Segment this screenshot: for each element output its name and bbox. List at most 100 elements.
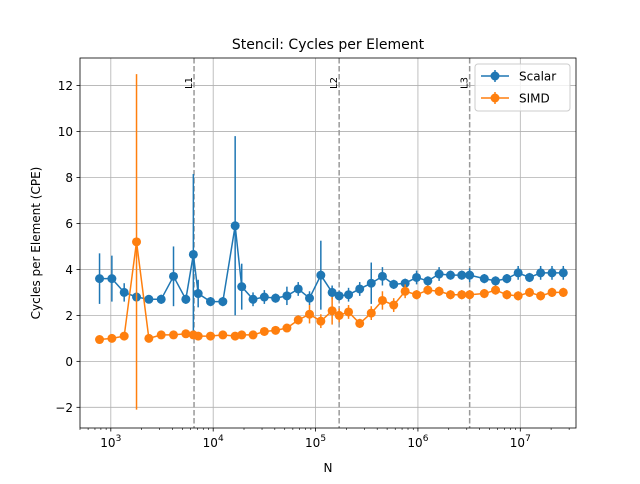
data-point (525, 272, 535, 282)
data-point (144, 294, 154, 304)
data-point (377, 271, 387, 281)
data-point (107, 274, 117, 284)
data-point (95, 274, 105, 284)
data-point (377, 295, 387, 305)
cache-line-label: L2 (329, 77, 340, 89)
data-point (400, 278, 410, 288)
y-tick-label: −2 (55, 401, 73, 415)
x-tick-exponent: 7 (525, 434, 531, 444)
data-point (327, 287, 337, 297)
y-tick-label: 0 (65, 355, 73, 369)
data-point (434, 286, 444, 296)
chart-title: Stencil: Cycles per Element (232, 37, 425, 53)
data-point (206, 297, 216, 307)
y-axis-label: Cycles per Element (CPE) (29, 167, 43, 320)
y-tick-label: 12 (58, 79, 73, 93)
data-point (181, 329, 191, 339)
data-point (282, 291, 292, 301)
data-point (536, 291, 546, 301)
y-tick-label: 4 (65, 263, 73, 277)
data-point (366, 278, 376, 288)
cache-line-label: L3 (460, 77, 471, 89)
data-point (491, 276, 501, 286)
data-point (344, 290, 354, 300)
data-point (107, 333, 117, 343)
data-point (259, 326, 269, 336)
data-point (119, 287, 129, 297)
data-point (334, 310, 344, 320)
data-point (181, 294, 191, 304)
data-point (156, 294, 166, 304)
data-point (144, 333, 154, 343)
data-point (169, 271, 179, 281)
data-point (169, 330, 179, 340)
x-tick-label: 107 (510, 434, 531, 450)
data-point (248, 294, 258, 304)
data-point (237, 330, 247, 340)
x-axis-label: N (324, 461, 333, 475)
data-point (188, 249, 198, 259)
data-point (434, 269, 444, 279)
data-point (316, 316, 326, 326)
data-point (445, 290, 455, 300)
legend-label: SIMD (519, 92, 550, 106)
data-point (206, 331, 216, 341)
data-point (558, 268, 568, 278)
data-point (558, 287, 568, 297)
x-tick-exponent: 3 (116, 434, 122, 444)
data-point (271, 293, 281, 303)
y-tick-label: 2 (65, 309, 73, 323)
legend-marker (490, 71, 500, 81)
data-point (412, 272, 422, 282)
x-tick-base: 10 (407, 436, 422, 450)
data-point (457, 290, 467, 300)
x-tick-exponent: 6 (423, 434, 429, 444)
data-point (259, 292, 269, 302)
data-point (412, 290, 422, 300)
data-point (479, 274, 489, 284)
x-tick-label: 104 (203, 434, 224, 450)
data-point (389, 279, 399, 289)
data-point (525, 287, 535, 297)
data-point (132, 237, 142, 247)
y-tick-label: 8 (65, 171, 73, 185)
data-point (156, 330, 166, 340)
x-tick-label: 103 (100, 434, 121, 450)
data-point (400, 286, 410, 296)
data-point (248, 330, 258, 340)
data-point (479, 289, 489, 299)
data-point (218, 297, 228, 307)
data-point (334, 291, 344, 301)
data-point (218, 330, 228, 340)
data-point (513, 268, 523, 278)
data-point (491, 285, 501, 295)
y-tick-label: 6 (65, 217, 73, 231)
data-point (95, 335, 105, 345)
legend: Scalar SIMD (474, 63, 571, 112)
data-point (119, 331, 129, 341)
cache-line-label: L1 (184, 77, 195, 89)
data-point (344, 307, 354, 317)
data-point (327, 306, 337, 316)
data-point (465, 270, 475, 280)
data-point (547, 268, 557, 278)
data-point (293, 284, 303, 294)
data-point (457, 270, 467, 280)
data-point (237, 282, 247, 292)
data-point (513, 291, 523, 301)
data-point (502, 274, 512, 284)
legend-marker (490, 93, 500, 103)
legend-label: Scalar (519, 70, 556, 84)
x-tick-base: 10 (203, 436, 218, 450)
data-point (271, 325, 281, 335)
series-layer (95, 74, 568, 410)
x-tick-label: 106 (407, 434, 428, 450)
data-point (355, 318, 365, 328)
data-point (445, 270, 455, 280)
x-tick-label: 105 (305, 434, 326, 450)
series-simd (95, 74, 568, 410)
x-tick-base: 10 (100, 436, 115, 450)
data-point (293, 315, 303, 325)
